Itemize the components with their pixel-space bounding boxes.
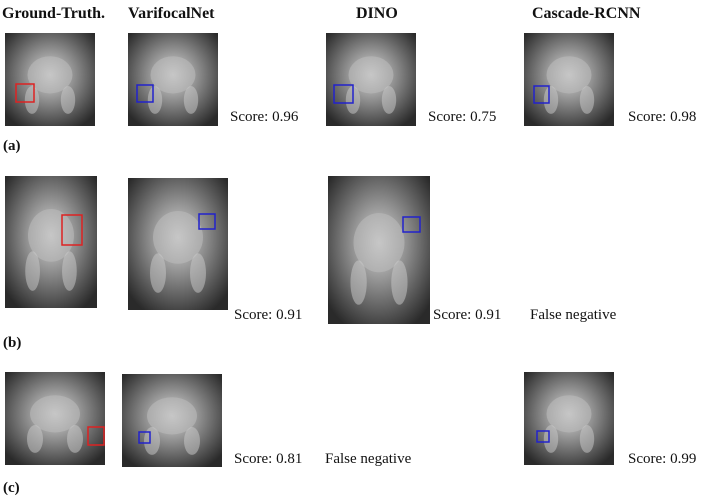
bone-shape: [144, 427, 160, 455]
detection-box: [87, 426, 105, 446]
pelvis-shape: [30, 395, 80, 433]
detection-box: [198, 213, 216, 230]
bone-shape: [350, 260, 367, 305]
detection-box: [536, 430, 550, 443]
column-header: VarifocalNet: [128, 5, 215, 22]
detection-box: [402, 216, 421, 233]
row-label: (b): [3, 335, 21, 351]
bone-shape: [184, 427, 200, 455]
detection-box: [136, 84, 154, 103]
detection-box: [15, 83, 35, 103]
bone-shape: [62, 251, 77, 291]
bone-shape: [391, 260, 408, 305]
result-text: Score: 0.98: [628, 109, 696, 125]
result-text: False negative: [530, 307, 617, 323]
pelvis-shape: [348, 56, 394, 94]
detection-box: [138, 431, 151, 444]
pelvis-shape: [27, 56, 73, 94]
result-text: Score: 0.91: [234, 307, 302, 323]
pelvis-shape: [153, 211, 203, 264]
row-label: (a): [3, 138, 21, 154]
bone-shape: [579, 425, 595, 453]
result-text: Score: 0.99: [628, 451, 696, 467]
column-header: DINO: [356, 5, 398, 22]
result-text: False negative: [325, 451, 412, 467]
bone-shape: [543, 86, 559, 114]
bone-shape: [67, 425, 83, 453]
bone-shape: [381, 86, 397, 114]
bone-shape: [150, 253, 166, 293]
result-text: Score: 0.96: [230, 109, 299, 125]
bone-shape: [579, 86, 595, 114]
bone-shape: [25, 251, 40, 291]
result-text: Score: 0.91: [433, 307, 501, 323]
result-text: Score: 0.75: [428, 109, 496, 125]
column-header: Cascade-RCNN: [532, 5, 641, 22]
pelvis-shape: [353, 213, 405, 273]
column-header: Ground-Truth.: [2, 5, 105, 22]
row-label: (c): [3, 480, 20, 496]
detection-box: [533, 85, 550, 104]
bone-shape: [24, 86, 40, 114]
bone-shape: [183, 86, 199, 114]
result-text: Score: 0.81: [234, 451, 302, 467]
pelvis-shape: [147, 397, 197, 435]
detection-box: [333, 84, 354, 104]
pelvis-shape: [150, 56, 196, 94]
bone-shape: [60, 86, 76, 114]
bone-shape: [147, 86, 163, 114]
bone-shape: [543, 425, 559, 453]
pelvis-shape: [546, 56, 592, 94]
pelvis-shape: [546, 395, 592, 433]
bone-shape: [27, 425, 43, 453]
bone-shape: [190, 253, 206, 293]
detection-box: [61, 214, 83, 246]
